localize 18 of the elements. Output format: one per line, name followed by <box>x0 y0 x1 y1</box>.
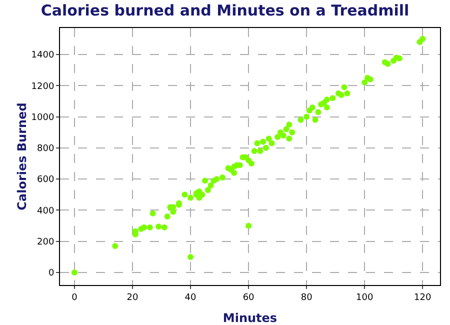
y-tick-label: 0 <box>48 268 54 279</box>
x-tick-label: 40 <box>184 292 197 303</box>
x-tick-label: 100 <box>356 292 374 303</box>
y-tick-label: 200 <box>37 238 54 248</box>
x-tick-label: 20 <box>126 292 139 303</box>
y-axis-title: Calories Burned <box>15 102 29 210</box>
y-tick-label: 1200 <box>31 82 54 92</box>
y-tick-label: 800 <box>37 144 54 154</box>
chart-title: Calories burned and Minutes on a Treadmill <box>40 1 410 20</box>
x-tick-label: 80 <box>300 292 313 303</box>
y-tick-label: 600 <box>37 175 54 186</box>
x-tick-label: 0 <box>72 292 78 303</box>
x-axis-title: Minutes <box>222 311 278 325</box>
x-tick-label: 120 <box>414 292 432 303</box>
x-tick-label: 60 <box>242 292 255 303</box>
y-tick-label: 400 <box>37 206 54 216</box>
y-tick-label: 1400 <box>31 50 54 61</box>
y-tick-label: 1000 <box>31 112 54 123</box>
